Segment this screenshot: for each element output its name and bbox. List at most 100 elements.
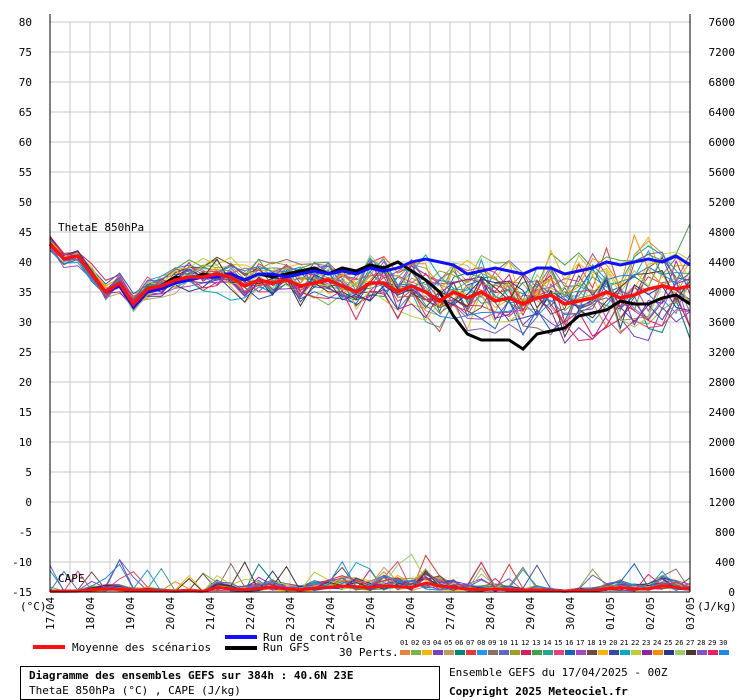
member-number: 04 [433, 639, 441, 647]
x-tick-label: 30/04 [564, 597, 577, 630]
member-swatch [499, 650, 509, 655]
left-tick-label: 70 [19, 76, 32, 89]
footer-info-box: Diagramme des ensembles GEFS sur 384h : … [20, 666, 440, 700]
members-count-label: 30 Perts. [339, 646, 399, 659]
member-legend: 01 02 03 04 05 06 07 08 09 10 11 12 13 14 15 16 17 18 19 20… [400, 639, 729, 655]
x-tick-label: 24/04 [324, 597, 337, 630]
ensemble-run-label: Ensemble GEFS du 17/04/2025 - 00Z [449, 666, 668, 679]
member-number: 13 [532, 639, 540, 647]
member-number: 05 [444, 639, 452, 647]
x-tick-label: 18/04 [84, 597, 97, 630]
member-swatch [565, 650, 575, 655]
right-tick-label: 5200 [709, 196, 736, 209]
left-tick-label: 55 [19, 166, 32, 179]
right-tick-label: 1600 [709, 466, 736, 479]
footer-subtitle: ThetaE 850hPa (°C) , CAPE (J/kg) [29, 684, 241, 697]
x-tick-label: 19/04 [124, 597, 137, 630]
member-number: 18 [587, 639, 595, 647]
right-tick-label: 6000 [709, 136, 736, 149]
copyright-label: Copyright 2025 Meteociel.fr [449, 685, 628, 698]
right-tick-label: 6800 [709, 76, 736, 89]
member-swatch [609, 650, 619, 655]
member-number: 19 [598, 639, 606, 647]
left-tick-label: 60 [19, 136, 32, 149]
member-swatch [543, 650, 553, 655]
x-tick-label: 27/04 [444, 597, 457, 630]
left-tick-label: 75 [19, 46, 32, 59]
right-tick-label: 4400 [709, 256, 736, 269]
member-number: 11 [510, 639, 518, 647]
member-swatch [642, 650, 652, 655]
legend-mean-label: Moyenne des scénarios [72, 641, 211, 654]
x-tick-label: 01/05 [604, 597, 617, 630]
member-number: 03 [422, 639, 430, 647]
chart-grid [49, 21, 691, 593]
member-swatch [488, 650, 498, 655]
cape-mean-line [50, 581, 691, 593]
main-series [48, 242, 691, 593]
left-tick-label: -10 [12, 556, 32, 569]
member-number: 02 [411, 639, 419, 647]
right-tick-label: 800 [715, 526, 735, 539]
member-number: 16 [565, 639, 573, 647]
legend-control-label: Run de contrôle [263, 631, 362, 644]
right-tick-label: 7600 [709, 16, 736, 29]
left-tick-label: 20 [19, 376, 32, 389]
member-swatch [631, 650, 641, 655]
member-number: 26 [675, 639, 683, 647]
member-swatch [532, 650, 542, 655]
x-tick-label: 25/04 [364, 597, 377, 630]
x-tick-label: 22/04 [244, 597, 257, 630]
series-line [48, 242, 691, 307]
x-tick-label: 21/04 [204, 597, 217, 630]
left-tick-label: 80 [19, 16, 32, 29]
member-number: 28 [697, 639, 705, 647]
member-swatch [422, 650, 432, 655]
left-tick-label: -15 [12, 586, 32, 599]
right-tick-label: 2000 [709, 436, 736, 449]
left-tick-label: 35 [19, 286, 32, 299]
x-tick-label: 20/04 [164, 597, 177, 630]
member-thetae-line [49, 242, 691, 335]
member-number: 27 [686, 639, 694, 647]
member-swatch [686, 650, 696, 655]
left-tick-label: 25 [19, 346, 32, 359]
x-tick-label: 17/04 [44, 597, 57, 630]
member-number: 23 [642, 639, 650, 647]
member-number: 20 [609, 639, 617, 647]
right-tick-label: 3600 [709, 316, 736, 329]
member-number: 10 [499, 639, 507, 647]
left-tick-label: 15 [19, 406, 32, 419]
member-number: 29 [708, 639, 716, 647]
left-tick-label: 10 [19, 436, 32, 449]
member-swatch [675, 650, 685, 655]
member-number: 24 [653, 639, 661, 647]
right-tick-label: 4000 [709, 286, 736, 299]
x-tick-label: 02/05 [644, 597, 657, 630]
member-swatch [521, 650, 531, 655]
left-tick-label: -5 [19, 526, 32, 539]
left-tick-label: 50 [19, 196, 32, 209]
x-tick-label: 26/04 [404, 597, 417, 630]
footer-title: Diagramme des ensembles GEFS sur 384h : … [29, 669, 354, 682]
right-tick-label: 5600 [709, 166, 736, 179]
x-tick-label: 03/05 [684, 597, 697, 630]
right-tick-label: 2400 [709, 406, 736, 419]
member-swatch [620, 650, 630, 655]
member-thetae-line [49, 242, 691, 320]
member-swatch [400, 650, 410, 655]
member-swatch [697, 650, 707, 655]
member-swatch [664, 650, 674, 655]
right-tick-label: 0 [728, 586, 735, 599]
member-number: 25 [664, 639, 672, 647]
x-tick-label: 29/04 [524, 597, 537, 630]
member-swatch [477, 650, 487, 655]
x-tick-label: 23/04 [284, 597, 297, 630]
member-number: 17 [576, 639, 584, 647]
member-number: 22 [631, 639, 639, 647]
member-thetae-line [49, 241, 691, 345]
cape-panel-label: CAPE [58, 572, 85, 585]
member-number: 12 [521, 639, 529, 647]
member-number: 14 [543, 639, 551, 647]
